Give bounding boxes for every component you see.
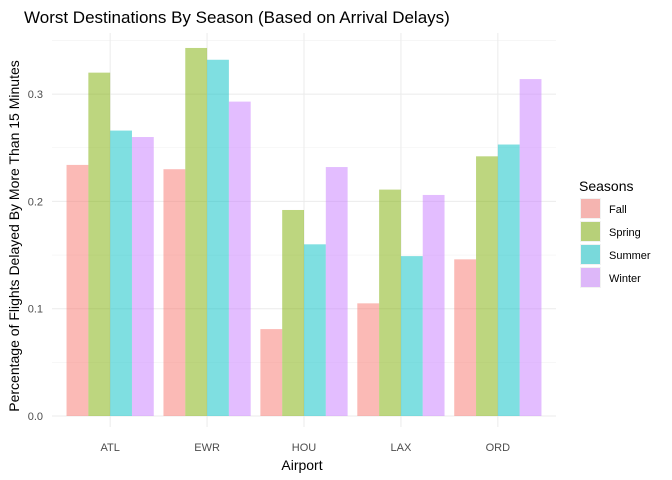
bars <box>66 47 542 417</box>
y-tick-label: 0.3 <box>28 89 43 101</box>
bar-ewr-fall <box>163 169 186 416</box>
bar-ord-fall <box>454 259 477 416</box>
legend-label-fall: Fall <box>609 204 627 216</box>
bar-lax-summer <box>400 256 423 416</box>
y-axis-title: Percentage of Flights Delayed By More Th… <box>6 60 22 411</box>
bar-lax-fall <box>357 303 380 416</box>
legend-label-summer: Summer <box>609 250 651 262</box>
y-tick-label: 0.1 <box>28 304 43 316</box>
legend-swatch-fall <box>581 199 600 218</box>
bar-ewr-summer <box>207 59 229 416</box>
bar-ord-summer <box>497 144 520 416</box>
x-axis-ticks: ATL EWR HOU LAX ORD <box>100 442 510 454</box>
bar-atl-winter <box>131 137 154 416</box>
bar-ord-spring <box>476 156 498 416</box>
bar-hou-fall <box>260 329 283 416</box>
bar-ewr-spring <box>185 47 208 417</box>
chart-title: Worst Destinations By Season (Based on A… <box>24 8 450 27</box>
legend-title: Seasons <box>579 178 633 194</box>
bar-ewr-winter <box>228 101 251 417</box>
legend: Seasons Fall Spring Summer Winter <box>579 178 651 288</box>
bar-ord-winter <box>519 79 542 416</box>
y-tick-label: 0.2 <box>28 196 43 208</box>
bar-atl-fall <box>66 164 89 416</box>
y-axis-ticks: 0.0 0.1 0.2 0.3 <box>28 89 43 423</box>
bar-hou-winter <box>325 167 348 416</box>
legend-swatch-summer <box>581 245 600 264</box>
x-tick-label: HOU <box>292 442 317 454</box>
bar-atl-summer <box>110 130 132 416</box>
x-tick-label: ATL <box>100 442 119 454</box>
x-axis-title: Airport <box>281 457 322 473</box>
legend-label-spring: Spring <box>609 227 641 239</box>
bar-lax-spring <box>379 189 401 416</box>
bar-hou-summer <box>304 244 326 416</box>
x-tick-label: EWR <box>194 442 220 454</box>
x-tick-label: ORD <box>486 442 511 454</box>
bar-lax-winter <box>422 194 445 416</box>
legend-swatch-spring <box>581 222 600 241</box>
x-tick-label: LAX <box>391 442 412 454</box>
bar-atl-spring <box>88 72 111 416</box>
legend-label-winter: Winter <box>609 273 641 285</box>
y-tick-label: 0.0 <box>28 411 43 423</box>
bar-hou-spring <box>282 209 304 416</box>
legend-swatch-winter <box>581 268 600 287</box>
